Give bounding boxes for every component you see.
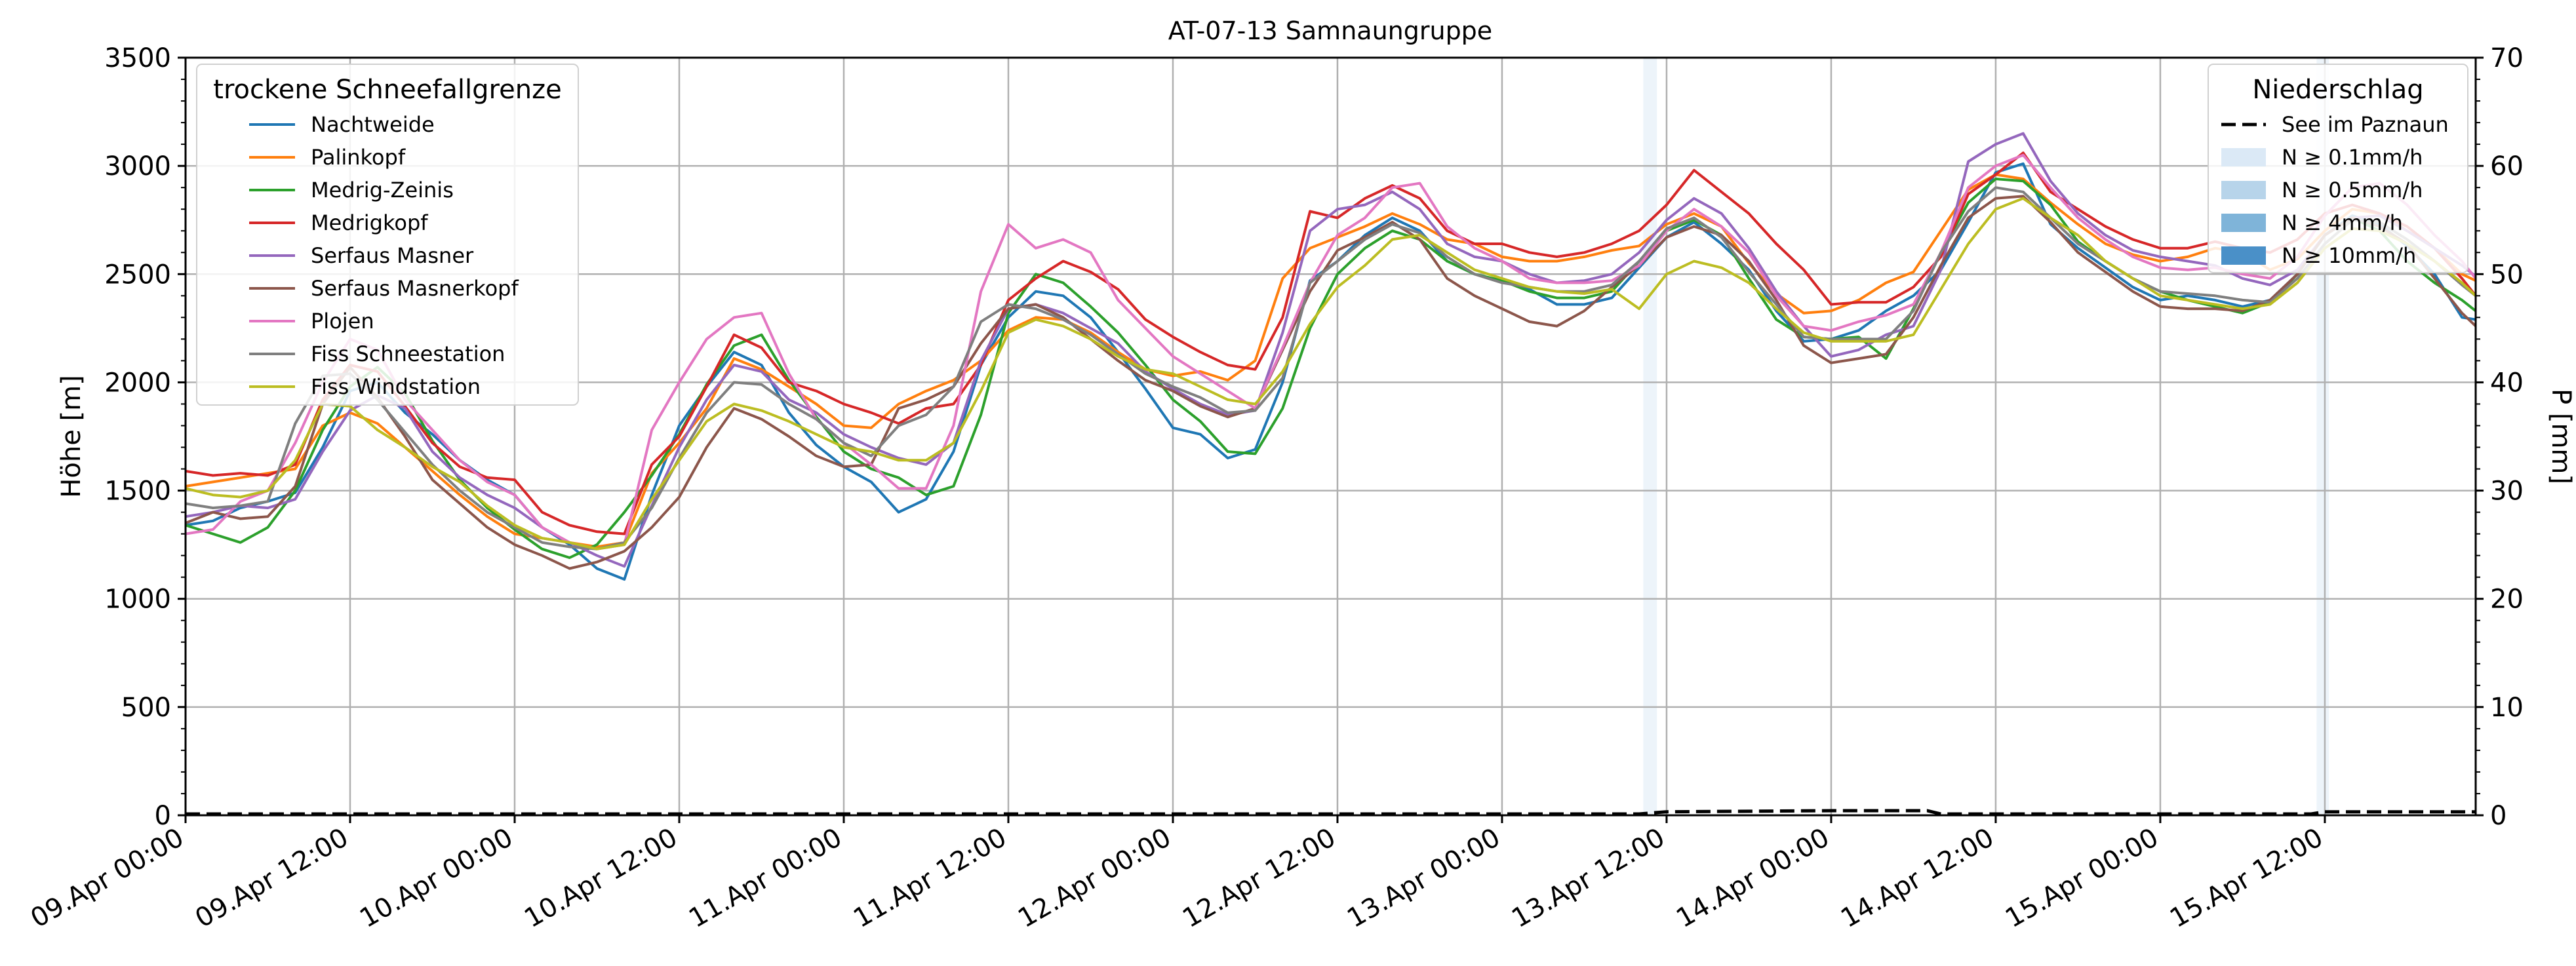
- legend-left: trockene Schneefallgrenze Nachtweide Pali…: [196, 64, 579, 406]
- legend-left-label-7: Fiss Schneestation: [311, 341, 505, 366]
- y-right-tick-label-5: 50: [2490, 260, 2524, 290]
- y-right-tick-label-0: 0: [2490, 801, 2507, 831]
- y-axis-label: Höhe [m]: [56, 375, 87, 497]
- legend-right-swatch-3: [2221, 214, 2266, 232]
- legend-left-label-4: Serfaus Masner: [311, 243, 474, 268]
- legend-left-label-2: Medrig-Zeinis: [311, 178, 454, 203]
- legend-left-label-3: Medrigkopf: [311, 210, 428, 235]
- legend-left-title: trockene Schneefallgrenze: [213, 75, 561, 105]
- y-right-tick-label-4: 40: [2490, 368, 2524, 398]
- legend-right-label-4: N ≥ 10mm/h: [2282, 243, 2416, 268]
- legend-right-label-0: See im Paznaun: [2282, 112, 2449, 137]
- legend-right-title: Niederschlag: [2252, 75, 2423, 105]
- legend-right-label-3: N ≥ 4mm/h: [2282, 210, 2403, 235]
- y-tick-label-6: 3000: [104, 151, 171, 182]
- chart-title: AT-07-13 Samnaungruppe: [1168, 16, 1492, 45]
- series-line-8: [185, 197, 2477, 551]
- y-right-tick-label-2: 20: [2490, 585, 2524, 615]
- y-tick-label-4: 2000: [104, 368, 171, 398]
- y-tick-label-1: 500: [121, 693, 171, 723]
- legend-right-label-2: N ≥ 0.5mm/h: [2282, 178, 2423, 203]
- y-tick-label-7: 3500: [104, 43, 171, 73]
- legend-right-swatch-2: [2221, 181, 2266, 199]
- legend-right-label-1: N ≥ 0.1mm/h: [2282, 145, 2423, 170]
- y-right-tick-label-3: 30: [2490, 476, 2524, 507]
- y-tick-label-2: 1000: [104, 585, 171, 615]
- legend-right-swatch-1: [2221, 148, 2266, 166]
- y-axis-label-right: P [mm]: [2546, 389, 2576, 484]
- series-line-5: [185, 195, 2477, 570]
- legend-left-label-5: Serfaus Masnerkopf: [311, 276, 519, 301]
- y-right-tick-label-6: 60: [2490, 151, 2524, 182]
- legend-left-items: Nachtweide Palinkopf Medrig-Zeinis Medrigko…: [249, 112, 519, 399]
- legend-left-label-0: Nachtweide: [311, 112, 435, 137]
- precip-band-0: [1643, 58, 1657, 815]
- plot-frame: [184, 56, 2477, 817]
- y-tick-label-5: 2500: [104, 260, 171, 290]
- y-right-tick-label-7: 70: [2490, 43, 2524, 73]
- legend-right-swatch-4: [2221, 246, 2266, 265]
- y-tick-label-3: 1500: [104, 476, 171, 507]
- series-lines: [185, 132, 2477, 581]
- legend-right-box: [2208, 64, 2468, 273]
- y-tick-label-0: 0: [155, 801, 171, 831]
- legend-right: Niederschlag See im Paznaun N ≥ 0.1mm/h N …: [2208, 64, 2468, 273]
- precip-line-group: [186, 809, 2476, 816]
- legend-left-label-1: Palinkopf: [311, 145, 406, 170]
- legend-right-items: See im Paznaun N ≥ 0.1mm/h N ≥ 0.5mm/h N ≥ …: [2221, 112, 2449, 268]
- y-right-tick-label-1: 10: [2490, 693, 2524, 723]
- series-line-3: [185, 151, 2477, 535]
- legend-left-label-8: Fiss Windstation: [311, 374, 481, 399]
- precip-line: [186, 809, 2476, 816]
- legend-left-label-6: Plojen: [311, 309, 374, 334]
